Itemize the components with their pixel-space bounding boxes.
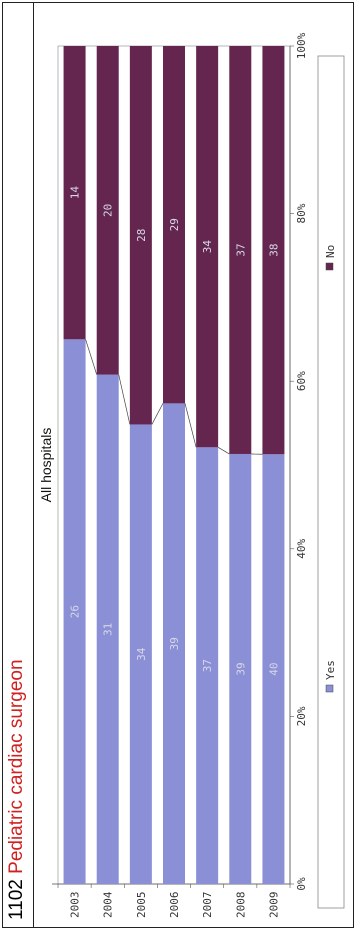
bar-yes-2004 — [96, 374, 119, 884]
legend-box — [317, 55, 345, 909]
value-tick-label-80: 80% — [295, 203, 308, 223]
chart-title: All hospitals — [38, 428, 54, 503]
series-line-2006 — [184, 403, 197, 448]
data-label-yes-2007: 37 — [201, 659, 214, 672]
series-line-2004 — [118, 374, 131, 425]
series-line-2003 — [85, 339, 98, 375]
bar-yes-2008 — [229, 453, 252, 884]
data-label-no-2003: 14 — [69, 186, 82, 200]
legend-swatch-yes — [325, 684, 334, 693]
value-tick-label-40: 40% — [295, 538, 308, 558]
data-label-yes-2006: 39 — [168, 637, 181, 650]
value-tick-label-100: 100% — [295, 32, 308, 59]
data-label-no-2004: 20 — [102, 204, 115, 217]
data-label-no-2009: 38 — [267, 244, 280, 257]
category-label-2004: 2004 — [102, 891, 115, 918]
bar-no-2003 — [63, 46, 86, 340]
legend-label-no: No — [324, 245, 337, 258]
legend-label-yes: Yes — [324, 660, 337, 680]
data-label-yes-2003: 26 — [69, 605, 82, 618]
category-label-2009: 2009 — [267, 892, 280, 919]
data-label-no-2005: 28 — [135, 229, 148, 242]
category-label-2008: 2008 — [234, 892, 247, 919]
series-line-2005 — [151, 403, 164, 425]
value-tick-label-20: 20% — [295, 706, 308, 726]
data-label-yes-2008: 39 — [234, 662, 247, 675]
legend-swatch-no — [325, 262, 334, 271]
bar-yes-2006 — [163, 403, 185, 884]
data-label-no-2007: 34 — [201, 240, 214, 254]
value-tick-label-0: 0% — [295, 877, 308, 891]
value-tick-label-60: 60% — [295, 371, 308, 391]
header-divider — [33, 2, 34, 928]
bar-yes-2003 — [63, 339, 86, 884]
chart-frame — [2, 2, 354, 928]
data-label-yes-2009: 40 — [267, 663, 280, 676]
bar-no-2005 — [129, 46, 152, 425]
data-label-yes-2004: 31 — [102, 623, 115, 636]
data-label-yes-2005: 34 — [135, 647, 148, 661]
category-label-2003: 2003 — [69, 892, 82, 919]
category-label-2006: 2006 — [168, 892, 181, 919]
bar-no-2004 — [96, 46, 119, 375]
data-label-no-2008: 37 — [234, 243, 247, 256]
bar-yes-2005 — [129, 424, 152, 884]
bar-no-2007 — [196, 46, 219, 448]
bar-yes-2007 — [196, 447, 219, 884]
bar-no-2009 — [262, 46, 285, 455]
data-label-no-2006: 29 — [168, 218, 181, 231]
bar-no-2006 — [163, 46, 185, 404]
bar-no-2008 — [229, 46, 252, 454]
series-line-2007 — [217, 446, 230, 455]
bar-yes-2009 — [262, 454, 285, 884]
category-label-2007: 2007 — [201, 892, 214, 919]
category-label-2005: 2005 — [135, 892, 148, 919]
